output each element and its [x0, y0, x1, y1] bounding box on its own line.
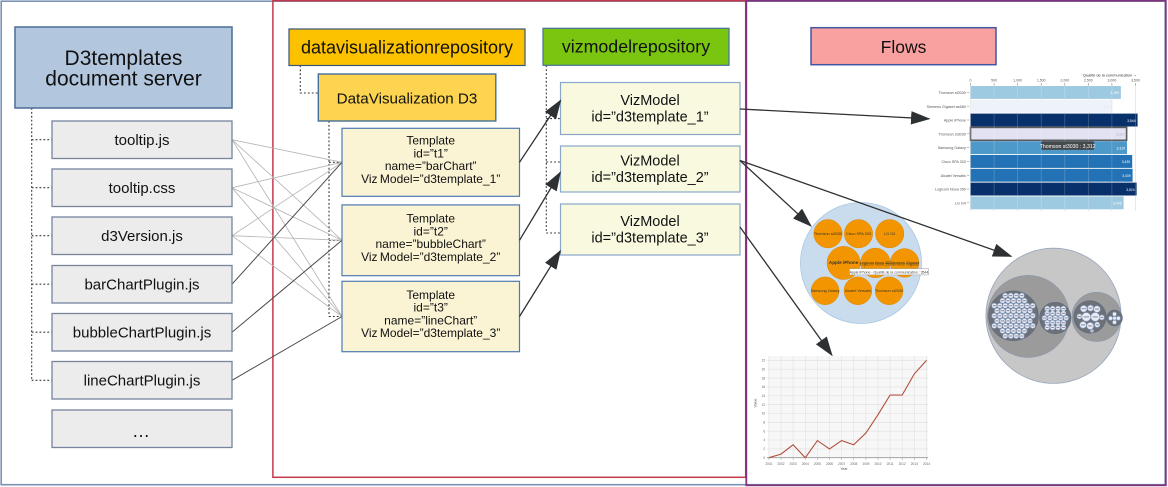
- svg-text:1,500: 1,500: [1037, 78, 1046, 82]
- svg-text:3,439: 3,439: [1122, 174, 1131, 178]
- svg-text:id=”d3template_3”: id=”d3template_3”: [591, 231, 708, 247]
- svg-text:Samsung Galaxy: Samsung Galaxy: [811, 289, 840, 293]
- svg-text:3,248: 3,248: [1113, 202, 1122, 206]
- svg-text:2002: 2002: [777, 462, 784, 466]
- svg-text:LG G4: LG G4: [955, 201, 966, 205]
- svg-text:3,524: 3,524: [1126, 188, 1135, 192]
- svg-text:D3templates: D3templates: [65, 47, 183, 70]
- svg-text:0: 0: [763, 456, 765, 460]
- svg-text:3,544: 3,544: [1127, 119, 1136, 123]
- svg-text:document server: document server: [45, 68, 201, 91]
- svg-text:2006: 2006: [826, 462, 833, 466]
- svg-text:3,319: 3,319: [1117, 146, 1126, 150]
- svg-text:2: 2: [763, 447, 765, 451]
- svg-text:Siemens Gigaset: Siemens Gigaset: [890, 261, 920, 265]
- svg-text:500: 500: [991, 78, 997, 82]
- svg-text:10: 10: [762, 412, 766, 416]
- svg-text:Apple iPhone: Apple iPhone: [944, 119, 966, 123]
- svg-text:2001: 2001: [765, 462, 772, 466]
- svg-text:Value: Value: [754, 399, 758, 408]
- svg-text:…: …: [132, 421, 150, 441]
- svg-text:DataVisualization D3: DataVisualization D3: [337, 91, 478, 108]
- svg-text:Apple iPhone: Apple iPhone: [829, 260, 859, 265]
- svg-text:2003: 2003: [790, 462, 797, 466]
- svg-text:Thomson st3030: Thomson st3030: [814, 232, 842, 236]
- svg-text:2007: 2007: [838, 462, 845, 466]
- svg-text:16: 16: [762, 385, 766, 389]
- svg-text:Thomson st2030: Thomson st2030: [875, 289, 903, 293]
- svg-text:3,430: 3,430: [1122, 160, 1131, 164]
- svg-text:2014: 2014: [923, 462, 930, 466]
- svg-text:Viz Model=”d3template_1”: Viz Model=”d3template_1”: [361, 172, 500, 186]
- svg-text:Logicom Nova 350: Logicom Nova 350: [860, 263, 892, 267]
- svg-text:name=”bubbleChart”: name=”bubbleChart”: [375, 237, 485, 251]
- svg-text:18: 18: [762, 376, 766, 380]
- svg-text:2,000: 2,000: [1060, 78, 1069, 82]
- svg-text:Template: Template: [406, 212, 455, 226]
- svg-text:vizmodelrepository: vizmodelrepository: [562, 37, 710, 57]
- svg-text:Viz Model=”d3template_3”: Viz Model=”d3template_3”: [361, 326, 500, 340]
- svg-text:14: 14: [762, 394, 766, 398]
- svg-text:Template: Template: [406, 288, 455, 302]
- svg-text:2011: 2011: [887, 462, 894, 466]
- svg-text:2004: 2004: [802, 462, 809, 466]
- svg-text:Apple iPhone - Qualité de la c: Apple iPhone - Qualité de la communicati…: [850, 270, 929, 274]
- svg-text:22: 22: [762, 359, 766, 363]
- svg-text:3,312: 3,312: [1116, 133, 1125, 137]
- svg-text:2,990: 2,990: [1101, 105, 1110, 109]
- svg-text:Thomson st3030 : 3,312: Thomson st3030 : 3,312: [1040, 144, 1096, 150]
- svg-text:2,500: 2,500: [1084, 78, 1093, 82]
- svg-text:3,000: 3,000: [1108, 78, 1117, 82]
- svg-text:name=”lineChart”: name=”lineChart”: [384, 313, 477, 327]
- svg-text:id=”t1”: id=”t1”: [414, 146, 448, 160]
- svg-text:2005: 2005: [814, 462, 821, 466]
- svg-text:Siemens Gigaset: Siemens Gigaset: [890, 263, 920, 267]
- svg-text:Cisco SPA 303: Cisco SPA 303: [941, 160, 965, 164]
- svg-text:datavisualizationrepository: datavisualizationrepository: [301, 38, 513, 58]
- svg-text:tooltip.css: tooltip.css: [109, 180, 176, 197]
- svg-text:Thomson st3030: Thomson st3030: [938, 132, 965, 136]
- svg-text:lineChartPlugin.js: lineChartPlugin.js: [84, 373, 201, 390]
- svg-text:Cisco SPA 303: Cisco SPA 303: [846, 232, 871, 236]
- svg-text:id=”t3”: id=”t3”: [414, 301, 448, 315]
- svg-text:20: 20: [762, 367, 766, 371]
- svg-text:1,000: 1,000: [1013, 78, 1022, 82]
- svg-text:2012: 2012: [899, 462, 906, 466]
- svg-text:6: 6: [763, 429, 765, 433]
- svg-text:VizModel: VizModel: [620, 214, 679, 230]
- svg-text:Alcatel Versatis: Alcatel Versatis: [941, 174, 966, 178]
- svg-text:name=”barChart”: name=”barChart”: [385, 159, 477, 173]
- svg-text:VizModel: VizModel: [620, 93, 679, 109]
- svg-text:2009: 2009: [862, 462, 869, 466]
- svg-text:4: 4: [763, 438, 765, 442]
- svg-text:id=”t2”: id=”t2”: [414, 224, 448, 238]
- svg-text:3,500: 3,500: [1131, 78, 1140, 82]
- svg-text:Siemens Gigaset as580: Siemens Gigaset as580: [927, 105, 966, 109]
- svg-text:8: 8: [763, 421, 765, 425]
- svg-text:Year: Year: [840, 467, 848, 471]
- svg-text:LG G4: LG G4: [884, 232, 895, 236]
- svg-text:2013: 2013: [911, 462, 918, 466]
- svg-text:0: 0: [970, 78, 972, 82]
- svg-text:Thomson st2030: Thomson st2030: [938, 91, 965, 95]
- svg-text:Alcatel Versatis: Alcatel Versatis: [845, 289, 871, 293]
- svg-text:Logicom Nova 350: Logicom Nova 350: [860, 261, 892, 265]
- svg-text:Samsung Galaxy: Samsung Galaxy: [938, 146, 966, 150]
- svg-text:tooltip.js: tooltip.js: [114, 132, 169, 149]
- svg-text:bubbleChartPlugin.js: bubbleChartPlugin.js: [73, 325, 211, 342]
- svg-text:12: 12: [762, 403, 766, 407]
- svg-text:id=”d3template_1”: id=”d3template_1”: [591, 110, 708, 126]
- svg-text:Viz Model=”d3template_2”: Viz Model=”d3template_2”: [361, 250, 500, 264]
- svg-text:Qualité de la communication →: Qualité de la communication →: [1083, 73, 1137, 78]
- svg-text:Logicom Nova 350: Logicom Nova 350: [935, 188, 966, 192]
- svg-text:Template: Template: [406, 134, 455, 148]
- svg-text:2010: 2010: [874, 462, 881, 466]
- svg-text:barChartPlugin.js: barChartPlugin.js: [84, 277, 199, 294]
- svg-text:Flows: Flows: [881, 37, 927, 57]
- svg-text:2008: 2008: [850, 462, 857, 466]
- svg-text:d3Version.js: d3Version.js: [101, 228, 183, 245]
- svg-text:3,190: 3,190: [1110, 91, 1119, 95]
- svg-text:VizModel: VizModel: [620, 154, 679, 170]
- svg-text:id=”d3template_2”: id=”d3template_2”: [591, 170, 708, 186]
